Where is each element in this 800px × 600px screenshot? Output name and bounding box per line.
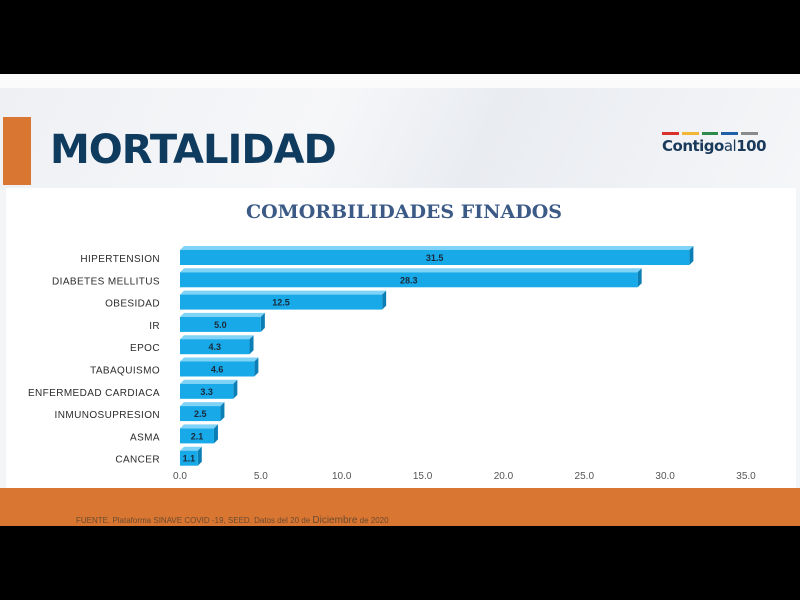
data-label: 2.1 [191, 431, 204, 441]
category-label: OBESIDAD [105, 299, 160, 310]
logo-text-main: Contigo [662, 137, 724, 155]
x-tick-label: 0.0 [173, 471, 187, 482]
bar [180, 383, 234, 399]
x-tick-label: 15.0 [413, 471, 433, 482]
bar [180, 339, 250, 355]
bar-top [180, 335, 254, 340]
category-label: INMUNOSUPRESION [55, 410, 160, 421]
page-title: MORTALIDAD [50, 127, 337, 173]
data-label: 4.6 [211, 365, 224, 375]
logo-color-bar [741, 132, 758, 135]
bar [180, 316, 261, 332]
footer-band [0, 488, 800, 526]
bar-side [197, 446, 202, 466]
bar-top [180, 357, 259, 362]
source-text-pre: FUENTE. Plataforma SINAVE COVID -19, SEE… [76, 516, 313, 525]
contigo-al-100-logo: Contigoal100 [660, 132, 767, 162]
bar [180, 294, 383, 310]
bar-side [233, 379, 238, 399]
logo-text-al: al [723, 137, 737, 155]
bar-side [260, 312, 265, 332]
title-accent-bar [3, 117, 31, 185]
bar [180, 361, 255, 377]
logo-color-bar [681, 132, 699, 135]
bar-side [689, 246, 694, 265]
bar-side [254, 357, 259, 377]
bar-side [382, 290, 387, 310]
data-label: 12.5 [272, 298, 290, 308]
comorbidities-bar-chart: COMORBILIDADES FINADOS HIPERTENSION 31.5 DI… [28, 201, 756, 482]
category-label: DIABETES MELLITUS [52, 276, 160, 287]
bar [180, 406, 221, 422]
logo-color-bar [721, 132, 739, 135]
source-note: FUENTE. Plataforma SINAVE COVID -19, SEE… [76, 515, 389, 526]
x-tick-label: 20.0 [494, 471, 514, 482]
bar [180, 450, 198, 466]
slide: MORTALIDAD Contigoal100 FUENTE. Platafor… [0, 74, 800, 526]
x-tick-label: 5.0 [254, 471, 268, 482]
bar [180, 428, 214, 444]
bar-side [637, 268, 642, 288]
logo-text: Contigoal100 [662, 137, 767, 155]
bar-top [180, 246, 694, 250]
bar-top [180, 290, 387, 295]
x-tick-label: 10.0 [332, 471, 352, 482]
bar-top [180, 312, 265, 317]
bar-side [249, 335, 254, 355]
category-label: IR [149, 321, 160, 332]
header-band [0, 88, 800, 190]
bar [180, 272, 638, 288]
bar [180, 250, 690, 265]
x-tick-label: 25.0 [575, 471, 595, 482]
x-tick-label: 30.0 [655, 471, 675, 482]
category-label: EPOC [130, 343, 160, 354]
chart-title: COMORBILIDADES FINADOS [246, 201, 562, 223]
bar-top [180, 424, 218, 429]
slide-top-strip [0, 74, 800, 88]
category-label: ASMA [130, 432, 160, 443]
data-label: 5.0 [214, 320, 227, 330]
x-tick-label: 35.0 [736, 471, 756, 482]
chart-panel [6, 188, 796, 488]
source-text-month: Diciembre [312, 515, 358, 526]
category-label: TABAQUISMO [90, 366, 160, 377]
data-label: 31.5 [426, 253, 444, 263]
logo-color-bar [701, 132, 719, 135]
bar-side [220, 402, 225, 422]
bar-top [180, 402, 225, 407]
data-label: 3.3 [200, 387, 213, 397]
data-label: 1.1 [183, 454, 196, 464]
source-text-post: de 2020 [357, 516, 389, 525]
category-label: HIPERTENSION [80, 254, 160, 265]
logo-color-bar [662, 132, 679, 135]
data-label: 2.5 [194, 409, 207, 419]
data-label: 28.3 [400, 275, 418, 285]
bar-side [213, 424, 218, 444]
bar-top [180, 446, 202, 451]
logo-color-bars [662, 132, 758, 135]
bar-top [180, 379, 238, 384]
data-label: 4.3 [209, 342, 222, 352]
bar-top [180, 268, 642, 273]
logo-text-number: 100 [736, 137, 767, 155]
category-label: CANCER [115, 455, 160, 466]
category-label: ENFERMEDAD CARDIACA [28, 388, 160, 399]
